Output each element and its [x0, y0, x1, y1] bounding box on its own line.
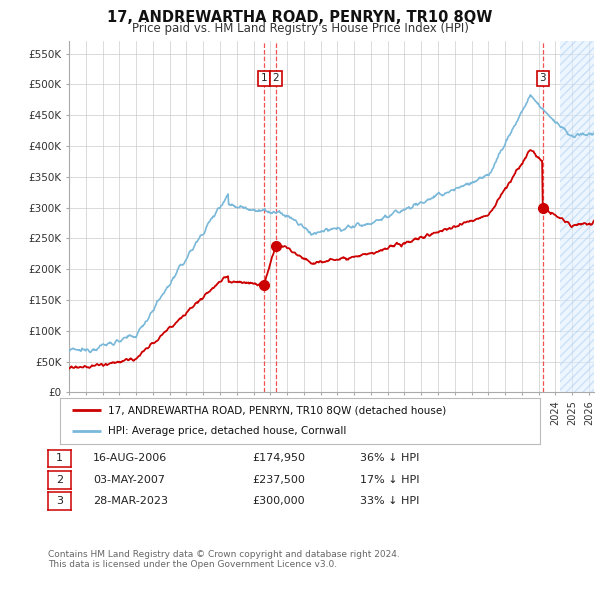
Text: £174,950: £174,950: [252, 454, 305, 463]
Text: 17, ANDREWARTHA ROAD, PENRYN, TR10 8QW: 17, ANDREWARTHA ROAD, PENRYN, TR10 8QW: [107, 10, 493, 25]
Text: 1: 1: [260, 73, 267, 83]
Text: 16-AUG-2006: 16-AUG-2006: [93, 454, 167, 463]
Text: 36% ↓ HPI: 36% ↓ HPI: [360, 454, 419, 463]
Text: £237,500: £237,500: [252, 475, 305, 484]
Bar: [560, 41, 594, 392]
Text: 3: 3: [539, 73, 546, 83]
Text: Contains HM Land Registry data © Crown copyright and database right 2024.
This d: Contains HM Land Registry data © Crown c…: [48, 550, 400, 569]
Text: HPI: Average price, detached house, Cornwall: HPI: Average price, detached house, Corn…: [108, 426, 346, 436]
Text: 17, ANDREWARTHA ROAD, PENRYN, TR10 8QW (detached house): 17, ANDREWARTHA ROAD, PENRYN, TR10 8QW (…: [108, 405, 446, 415]
Text: Price paid vs. HM Land Registry's House Price Index (HPI): Price paid vs. HM Land Registry's House …: [131, 22, 469, 35]
Text: 2: 2: [272, 73, 279, 83]
Text: 3: 3: [56, 496, 63, 506]
Text: 17% ↓ HPI: 17% ↓ HPI: [360, 475, 419, 484]
Text: 1: 1: [56, 454, 63, 463]
Text: 03-MAY-2007: 03-MAY-2007: [93, 475, 165, 484]
Text: 33% ↓ HPI: 33% ↓ HPI: [360, 496, 419, 506]
Text: 2: 2: [56, 475, 63, 484]
Text: £300,000: £300,000: [252, 496, 305, 506]
Text: 28-MAR-2023: 28-MAR-2023: [93, 496, 168, 506]
